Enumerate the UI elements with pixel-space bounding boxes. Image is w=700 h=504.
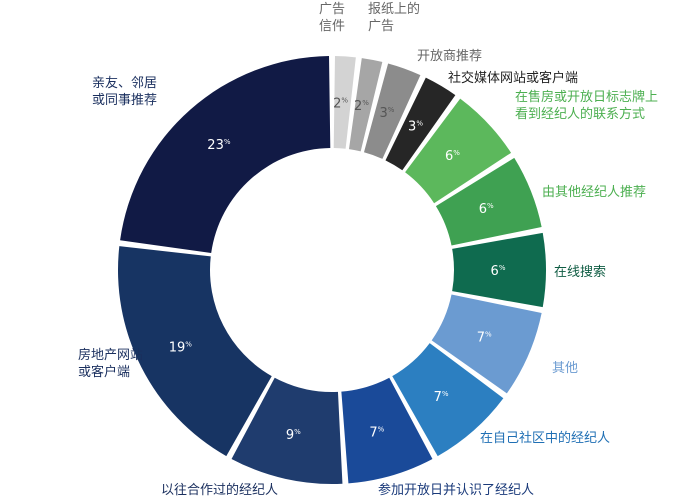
slice-10 — [341, 377, 433, 484]
slice-value-label: 6% — [445, 149, 460, 164]
slice-1 — [333, 56, 356, 149]
category-label: 亲友、邻居或同事推荐 — [92, 75, 157, 108]
slice-11 — [231, 377, 343, 484]
category-label: 报纸上的广告 — [368, 1, 420, 34]
slice-value-label: 7% — [477, 331, 492, 346]
slice-2 — [348, 58, 383, 152]
slice-4 — [385, 77, 456, 171]
slice-value-label: 6% — [491, 264, 506, 279]
category-label: 在售房或开放日标志牌上看到经纪人的联系方式 — [515, 89, 658, 122]
slice-value-label: 2% — [354, 99, 369, 114]
slice-value-label: 2% — [333, 96, 348, 111]
slice-value-label: 9% — [286, 428, 301, 443]
slice-8 — [431, 294, 542, 394]
category-label: 社交媒体网站或客户端 — [448, 70, 578, 86]
slice-value-label: 3% — [379, 106, 394, 121]
category-label: 由其他经纪人推荐 — [542, 185, 646, 200]
category-label: 房地产网站或客户端 — [78, 347, 143, 380]
category-label: 在自己社区中的经纪人 — [480, 430, 610, 446]
slice-value-label: 6% — [479, 202, 494, 217]
category-label: 其他 — [552, 361, 578, 376]
slice-value-label: 3% — [408, 119, 423, 134]
slice-9 — [392, 343, 504, 457]
slice-3 — [363, 63, 421, 159]
category-label: 开放商推荐 — [417, 49, 482, 64]
slice-5 — [405, 98, 512, 204]
category-label: 参加开放日并认识了经纪人 — [378, 482, 534, 498]
slice-7 — [452, 232, 546, 308]
slice-value-label: 7% — [369, 425, 384, 440]
slice-value-label: 23% — [207, 138, 231, 153]
category-label: 在线搜索 — [554, 265, 606, 280]
slice-12 — [117, 246, 272, 457]
category-label: 以往合作过的经纪人 — [161, 482, 278, 498]
slice-value-label: 7% — [434, 390, 449, 405]
category-label: 广告信件 — [319, 2, 345, 34]
slice-13 — [120, 56, 331, 254]
slice-6 — [435, 157, 542, 246]
slice-value-label: 19% — [169, 340, 193, 355]
